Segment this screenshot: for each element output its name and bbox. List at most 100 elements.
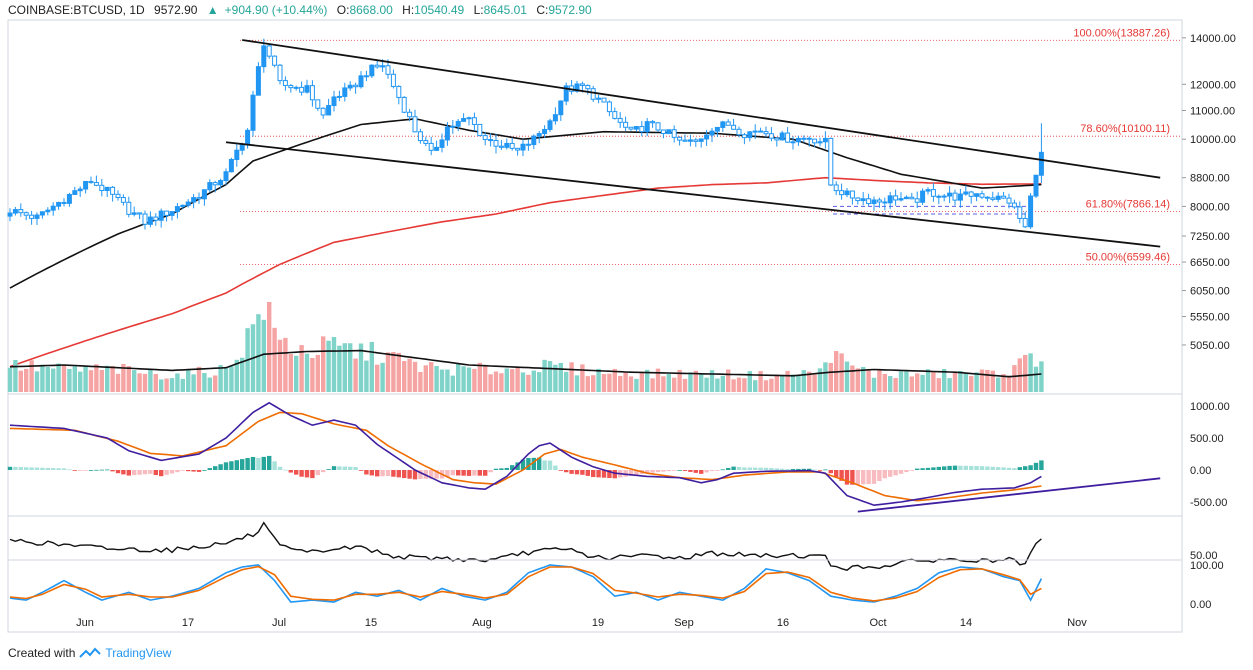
volume-bar xyxy=(13,359,18,392)
volume-bar xyxy=(958,371,963,392)
candle-body xyxy=(212,182,218,186)
candle-body xyxy=(952,192,958,201)
candle-body xyxy=(990,197,996,200)
candle-body xyxy=(801,137,807,140)
macd-histogram-bar xyxy=(202,470,207,471)
macd-histogram-bar xyxy=(121,470,126,475)
macd-histogram-bar xyxy=(909,470,914,471)
tradingview-brand[interactable]: TradingView xyxy=(105,646,172,660)
candle-body xyxy=(747,131,753,139)
macd-histogram-bar xyxy=(229,461,234,470)
time-axis-label: 15 xyxy=(365,617,377,629)
macd-histogram-bar xyxy=(882,470,887,479)
volume-bar xyxy=(844,361,850,392)
chart-header: COINBASE:BTCUSD, 1D 9572.90 ▲ +904.90 (+1… xyxy=(8,3,598,17)
volume-bar xyxy=(812,374,817,392)
footer-credit: Created with TradingView xyxy=(8,646,171,660)
macd-histogram-bar xyxy=(774,468,779,470)
volume-moving-average-line xyxy=(9,349,1042,378)
candle-body xyxy=(957,193,963,201)
candle-body xyxy=(29,214,35,219)
macd-histogram-bar xyxy=(834,470,839,478)
macd-histogram-bar xyxy=(1033,462,1039,470)
macd-signal-line xyxy=(9,411,1042,502)
candle-body xyxy=(434,146,440,151)
candle-body xyxy=(504,142,510,148)
volume-bar xyxy=(1012,365,1017,392)
macd-histogram-bar xyxy=(126,470,131,476)
last-price: 9572.90 xyxy=(154,3,198,17)
volume-bar xyxy=(45,366,50,392)
candle-body xyxy=(579,83,585,86)
macd-histogram-bar xyxy=(299,470,304,477)
volume-bar xyxy=(115,373,121,392)
volume-bar xyxy=(720,375,725,392)
volume-bar xyxy=(348,343,353,392)
volume-bar xyxy=(688,372,693,392)
candle-body xyxy=(849,190,855,199)
volume-bar xyxy=(952,372,958,392)
volume-bar xyxy=(391,352,396,392)
candle-body xyxy=(525,143,531,146)
price-axis-label: 5550.00 xyxy=(1190,312,1230,324)
candle-body xyxy=(331,96,337,107)
macd-histogram-bar xyxy=(137,470,142,475)
macd-histogram-bar xyxy=(580,470,585,475)
candle-body xyxy=(164,210,170,216)
macd-histogram-bar xyxy=(704,470,709,473)
macd-histogram-bar xyxy=(34,467,40,470)
price-axis-label: 6050.00 xyxy=(1190,286,1230,298)
trend-channel[interactable] xyxy=(225,39,1161,248)
candle-body xyxy=(601,97,607,103)
volume-bar xyxy=(29,360,34,392)
time-axis-label: Jul xyxy=(272,617,286,629)
volume-bar xyxy=(682,378,688,392)
candle-body xyxy=(131,212,137,215)
candle-body xyxy=(677,136,683,141)
macd-histogram-bar xyxy=(261,456,266,470)
volume-bar xyxy=(121,363,126,392)
macd-histogram-bar xyxy=(861,470,866,485)
volume-bar xyxy=(56,363,61,392)
volume-bar xyxy=(807,371,812,392)
macd-histogram-bar xyxy=(321,470,326,473)
candle-body xyxy=(61,201,67,204)
candle-body xyxy=(655,122,661,131)
volume-bar xyxy=(520,372,526,392)
volume-bar xyxy=(256,314,261,392)
macd-histogram-bar xyxy=(763,467,769,470)
macd-histogram-bar xyxy=(488,470,493,473)
macd-histogram-bar xyxy=(585,470,590,476)
volume-bar xyxy=(1006,375,1012,392)
candle-body xyxy=(925,189,931,192)
volume-bar xyxy=(547,361,553,392)
candle-body xyxy=(439,139,445,148)
macd-histogram-bar xyxy=(380,470,385,477)
candle-body xyxy=(401,96,407,113)
macd-histogram-bar xyxy=(898,470,904,474)
candle-body xyxy=(968,191,974,197)
volume-bar xyxy=(110,365,115,392)
volume-bar xyxy=(1039,361,1044,392)
candle-body xyxy=(423,140,429,144)
candle-body xyxy=(488,139,494,142)
macd-histogram-bar xyxy=(234,460,239,470)
volume-bar xyxy=(380,362,385,392)
macd-histogram-bar xyxy=(769,468,774,470)
macd-histogram-bar xyxy=(164,470,169,475)
volume-bar xyxy=(148,369,153,392)
volume-bar xyxy=(7,367,13,392)
candle-body xyxy=(369,64,375,77)
candle-body xyxy=(628,126,634,130)
volume-bar xyxy=(299,345,304,392)
chart-frame xyxy=(7,19,1183,633)
volume-bar xyxy=(331,336,337,392)
macd-histogram-bar xyxy=(699,470,704,474)
candle-body xyxy=(461,118,467,122)
macd-histogram-bar xyxy=(731,466,736,470)
macd-pane xyxy=(7,401,1161,513)
macd-histogram-bar xyxy=(996,467,1001,470)
tradingview-logo-icon xyxy=(79,647,102,658)
macd-histogram-bar xyxy=(753,467,758,470)
